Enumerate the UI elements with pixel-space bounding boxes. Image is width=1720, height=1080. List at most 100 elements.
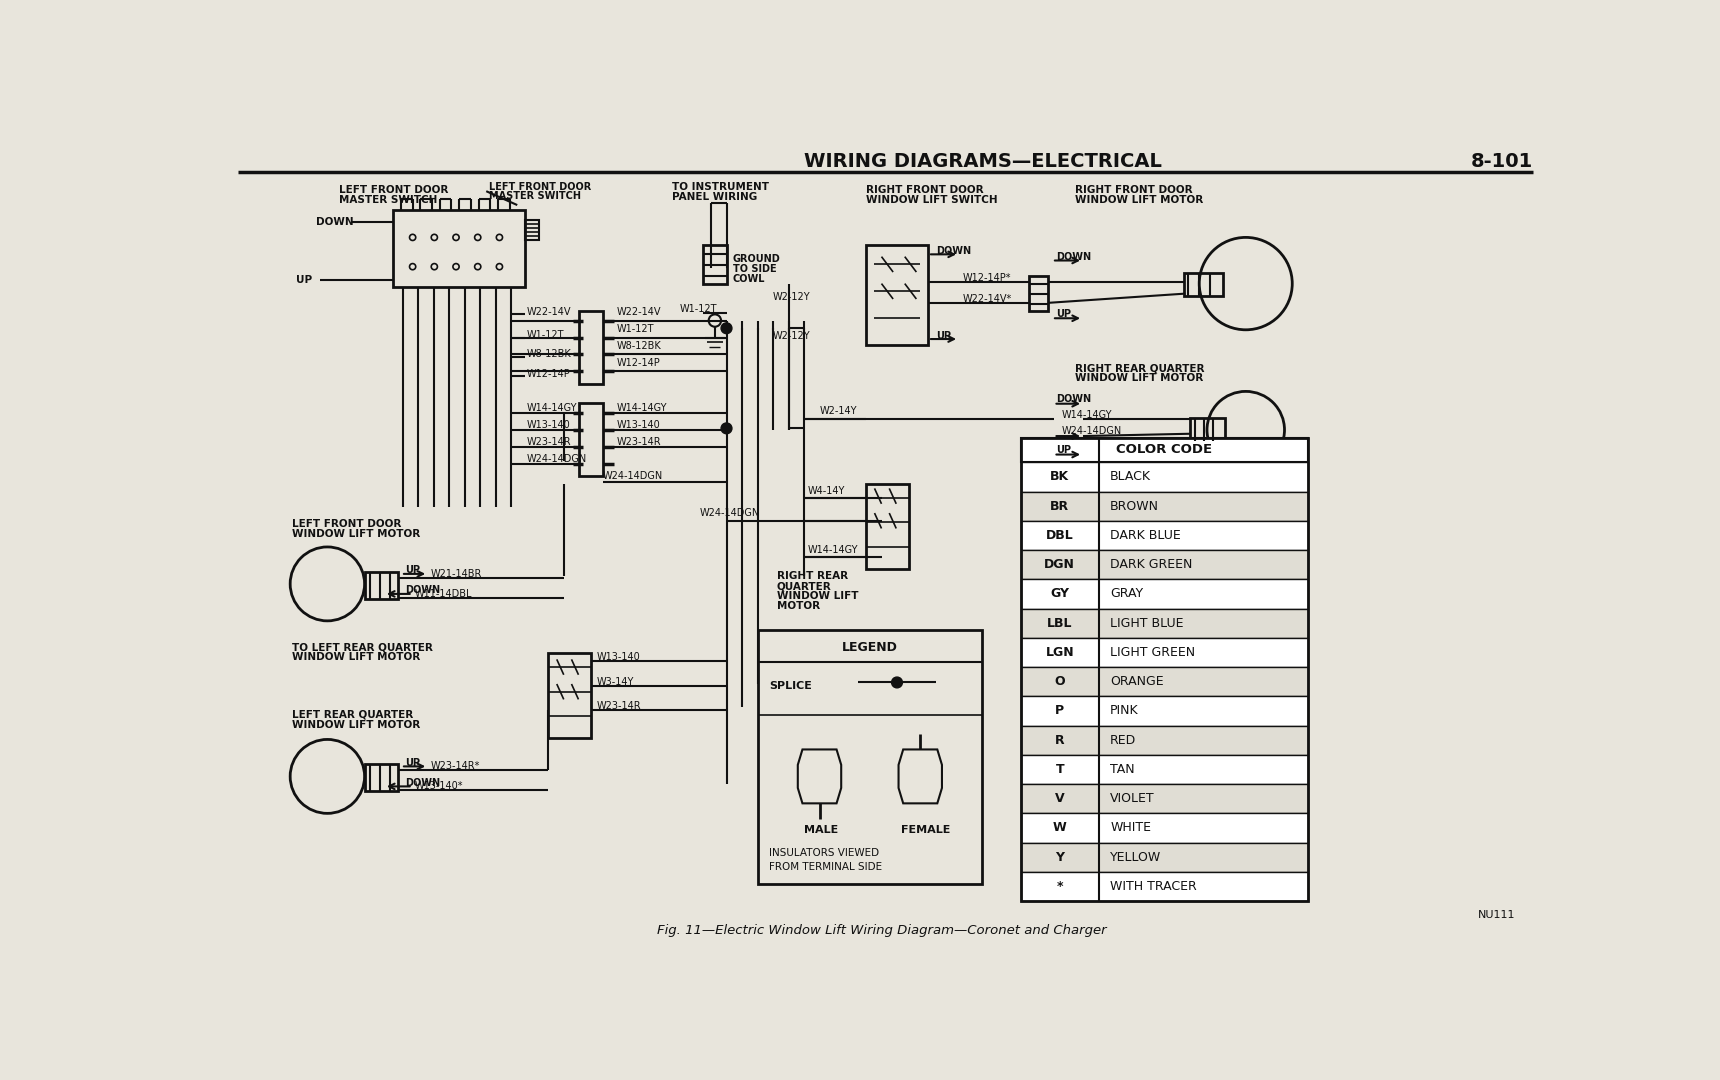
Text: GROUND: GROUND bbox=[733, 254, 781, 264]
Text: W8-12BK: W8-12BK bbox=[526, 350, 571, 360]
Bar bbox=[1022, 638, 1307, 667]
Text: DOWN: DOWN bbox=[404, 585, 440, 595]
Text: BLACK: BLACK bbox=[1109, 471, 1151, 484]
Text: DARK GREEN: DARK GREEN bbox=[1109, 558, 1192, 571]
Text: MOTOR: MOTOR bbox=[777, 602, 820, 611]
Text: W23-14R: W23-14R bbox=[616, 437, 660, 447]
Text: Fig. 11—Electric Window Lift Wiring Diagram—Coronet and Charger: Fig. 11—Electric Window Lift Wiring Diag… bbox=[657, 923, 1106, 937]
Text: RIGHT FRONT DOOR: RIGHT FRONT DOOR bbox=[1075, 185, 1194, 194]
Text: GRAY: GRAY bbox=[1109, 588, 1144, 600]
Text: BK: BK bbox=[1051, 471, 1070, 484]
Bar bbox=[1190, 418, 1225, 442]
Text: W23-14R: W23-14R bbox=[597, 701, 642, 712]
Text: LEFT FRONT DOOR: LEFT FRONT DOOR bbox=[490, 183, 592, 192]
Text: UP: UP bbox=[404, 757, 420, 768]
Text: UP: UP bbox=[1056, 309, 1072, 320]
Text: GY: GY bbox=[1051, 588, 1070, 600]
Text: WINDOW LIFT SWITCH: WINDOW LIFT SWITCH bbox=[865, 194, 998, 205]
Text: ORANGE: ORANGE bbox=[1109, 675, 1164, 688]
Text: W11-14DBL: W11-14DBL bbox=[415, 589, 473, 599]
Text: RIGHT REAR: RIGHT REAR bbox=[777, 571, 848, 581]
Text: DOWN: DOWN bbox=[936, 246, 970, 256]
Text: LEFT REAR QUARTER: LEFT REAR QUARTER bbox=[292, 710, 415, 719]
Bar bbox=[1022, 842, 1307, 872]
Text: WINDOW LIFT MOTOR: WINDOW LIFT MOTOR bbox=[292, 719, 421, 730]
Bar bbox=[580, 311, 602, 383]
Text: UP: UP bbox=[936, 330, 951, 341]
Text: UP: UP bbox=[1056, 445, 1072, 455]
Bar bbox=[1022, 697, 1307, 726]
Text: W23-14R*: W23-14R* bbox=[430, 761, 480, 771]
Bar bbox=[1022, 755, 1307, 784]
Text: VIOLET: VIOLET bbox=[1109, 793, 1154, 806]
Text: WHITE: WHITE bbox=[1109, 822, 1151, 835]
Text: COLOR CODE: COLOR CODE bbox=[1116, 444, 1213, 457]
Text: W13-140: W13-140 bbox=[526, 420, 571, 430]
Bar bbox=[1183, 273, 1223, 296]
Bar bbox=[865, 245, 929, 346]
Text: O: O bbox=[1054, 675, 1065, 688]
Text: TO LEFT REAR QUARTER: TO LEFT REAR QUARTER bbox=[292, 642, 433, 652]
Text: UP: UP bbox=[296, 274, 313, 285]
Text: P: P bbox=[1054, 704, 1065, 717]
Text: DOWN: DOWN bbox=[1056, 394, 1090, 404]
Circle shape bbox=[721, 423, 733, 434]
Text: DGN: DGN bbox=[1044, 558, 1075, 571]
Text: DOWN: DOWN bbox=[1056, 252, 1090, 261]
Bar bbox=[1022, 491, 1307, 521]
Bar bbox=[1022, 550, 1307, 579]
Text: W24-14DGN: W24-14DGN bbox=[602, 471, 662, 481]
Text: RIGHT FRONT DOOR: RIGHT FRONT DOOR bbox=[865, 185, 984, 194]
Bar bbox=[1022, 462, 1307, 491]
Text: W2-12Y: W2-12Y bbox=[772, 293, 810, 302]
Text: WITH TRACER: WITH TRACER bbox=[1109, 880, 1197, 893]
Text: W14-14GY: W14-14GY bbox=[616, 403, 667, 414]
Text: MASTER SWITCH: MASTER SWITCH bbox=[490, 191, 581, 201]
Text: WIRING DIAGRAMS—ELECTRICAL: WIRING DIAGRAMS—ELECTRICAL bbox=[803, 152, 1163, 172]
Text: WINDOW LIFT MOTOR: WINDOW LIFT MOTOR bbox=[1075, 194, 1204, 205]
Text: W1-12T: W1-12T bbox=[526, 330, 564, 340]
Text: DBL: DBL bbox=[1046, 529, 1073, 542]
Text: W1-12T: W1-12T bbox=[616, 324, 654, 334]
Text: Y: Y bbox=[1056, 851, 1065, 864]
Bar bbox=[1022, 813, 1307, 842]
Text: DOWN: DOWN bbox=[316, 217, 353, 227]
Text: W22-14V: W22-14V bbox=[526, 307, 571, 318]
Text: NU111: NU111 bbox=[1477, 910, 1515, 920]
Text: W24-14DGN: W24-14DGN bbox=[700, 508, 760, 518]
Text: MALE: MALE bbox=[803, 825, 838, 835]
Bar bbox=[1022, 608, 1307, 638]
Text: FROM TERMINAL SIDE: FROM TERMINAL SIDE bbox=[769, 862, 882, 873]
Text: SPLICE: SPLICE bbox=[769, 680, 812, 690]
Text: COWL: COWL bbox=[733, 274, 765, 284]
Text: W2-14Y: W2-14Y bbox=[819, 406, 857, 416]
Text: W12-14P: W12-14P bbox=[526, 369, 571, 379]
Bar bbox=[580, 403, 602, 476]
Text: W: W bbox=[1053, 822, 1066, 835]
Text: DOWN: DOWN bbox=[404, 778, 440, 787]
Bar bbox=[1022, 521, 1307, 550]
Bar bbox=[757, 630, 982, 885]
Text: W13-140: W13-140 bbox=[597, 652, 640, 662]
Text: W14-14GY: W14-14GY bbox=[1061, 409, 1111, 419]
Bar bbox=[1022, 437, 1307, 462]
Text: WINDOW LIFT: WINDOW LIFT bbox=[777, 591, 858, 602]
Text: DARK BLUE: DARK BLUE bbox=[1109, 529, 1182, 542]
Text: PANEL WIRING: PANEL WIRING bbox=[673, 191, 757, 202]
Text: TO SIDE: TO SIDE bbox=[733, 264, 776, 274]
Bar bbox=[365, 571, 397, 598]
Text: W8-12BK: W8-12BK bbox=[616, 341, 660, 351]
Text: WINDOW LIFT MOTOR: WINDOW LIFT MOTOR bbox=[292, 529, 421, 539]
Text: W13-140: W13-140 bbox=[616, 420, 660, 430]
Text: T: T bbox=[1056, 762, 1065, 775]
Text: LEFT FRONT DOOR: LEFT FRONT DOOR bbox=[292, 518, 402, 529]
Bar bbox=[1022, 437, 1307, 901]
Bar bbox=[365, 764, 397, 791]
Text: PINK: PINK bbox=[1109, 704, 1139, 717]
Text: W22-14V: W22-14V bbox=[616, 307, 660, 318]
Text: MASTER SWITCH: MASTER SWITCH bbox=[339, 194, 437, 205]
Text: BR: BR bbox=[1051, 500, 1070, 513]
Text: W14-14GY: W14-14GY bbox=[808, 545, 858, 555]
Text: QUARTER: QUARTER bbox=[777, 581, 832, 591]
Text: W24-14DGN: W24-14DGN bbox=[1061, 427, 1121, 436]
